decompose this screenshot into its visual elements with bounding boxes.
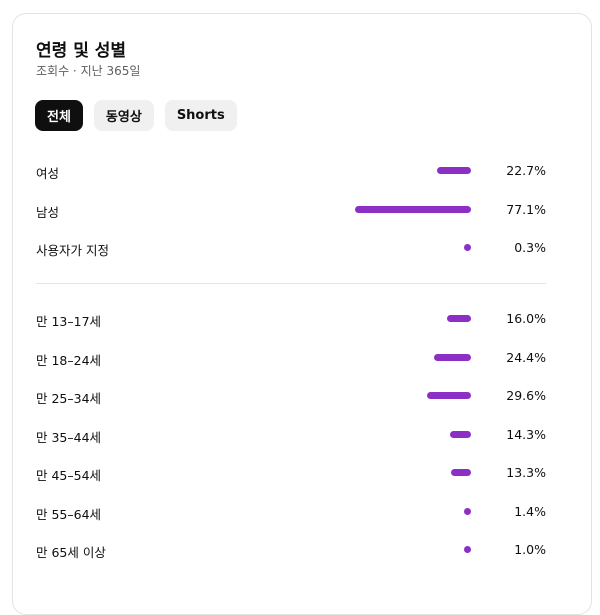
percent-bar bbox=[447, 315, 471, 322]
percent-bar bbox=[434, 353, 471, 361]
percent-bar bbox=[464, 244, 471, 251]
age-row: 만 18–24세 24.4% bbox=[36, 348, 548, 368]
filter-chips: 전체 동영상 Shorts bbox=[35, 100, 237, 131]
gender-row: 사용자가 지정 0.3% bbox=[36, 238, 548, 258]
row-label: 만 55–64세 bbox=[36, 506, 102, 522]
age-row: 만 13–17세 16.0% bbox=[36, 309, 548, 329]
percent-value: 1.0% bbox=[514, 542, 546, 557]
row-label: 만 25–34세 bbox=[36, 391, 102, 406]
age-row: 만 35–44세 14.3% bbox=[36, 425, 548, 445]
age-row: 만 55–64세 1.4% bbox=[36, 502, 548, 522]
percent-value: 24.4% bbox=[506, 349, 546, 365]
row-label: 만 18–24세 bbox=[36, 352, 102, 368]
percent-value: 16.0% bbox=[506, 311, 546, 326]
chip-all[interactable]: 전체 bbox=[35, 100, 83, 131]
age-gender-card: 연령 및 성별 조회수 · 지난 365일 전체 동영상 Shorts 여성 22… bbox=[12, 13, 592, 615]
row-label: 만 65세 이상 bbox=[36, 545, 106, 560]
row-label: 여성 bbox=[36, 166, 60, 181]
row-label: 만 35–44세 bbox=[36, 429, 102, 445]
percent-bar bbox=[464, 546, 471, 553]
age-row: 만 45–54세 13.3% bbox=[36, 463, 548, 483]
card-title: 연령 및 성별 bbox=[36, 41, 127, 61]
percent-value: 22.7% bbox=[506, 163, 546, 178]
percent-value: 0.3% bbox=[514, 240, 546, 255]
age-row: 만 65세 이상 1.0% bbox=[36, 540, 548, 560]
divider bbox=[36, 283, 546, 284]
percent-value: 1.4% bbox=[514, 503, 546, 519]
percent-value: 14.3% bbox=[506, 426, 546, 442]
percent-bar bbox=[355, 205, 471, 213]
chip-shorts[interactable]: Shorts bbox=[164, 100, 237, 131]
percent-bar bbox=[464, 507, 471, 515]
percent-bar bbox=[436, 167, 471, 174]
gender-row: 여성 22.7% bbox=[36, 161, 548, 181]
percent-bar bbox=[426, 392, 471, 399]
chip-videos[interactable]: 동영상 bbox=[93, 100, 154, 131]
percent-value: 77.1% bbox=[506, 201, 546, 217]
percent-bar bbox=[451, 469, 471, 476]
percent-value: 29.6% bbox=[506, 388, 546, 403]
row-label: 남성 bbox=[36, 204, 60, 220]
row-label: 만 13–17세 bbox=[36, 314, 102, 329]
percent-value: 13.3% bbox=[506, 465, 546, 480]
gender-row: 남성 77.1% bbox=[36, 200, 548, 220]
percent-bar bbox=[449, 430, 471, 438]
age-row: 만 25–34세 29.6% bbox=[36, 386, 548, 406]
row-label: 사용자가 지정 bbox=[36, 243, 109, 258]
row-label: 만 45–54세 bbox=[36, 468, 102, 483]
card-subtitle: 조회수 · 지난 365일 bbox=[36, 64, 141, 78]
